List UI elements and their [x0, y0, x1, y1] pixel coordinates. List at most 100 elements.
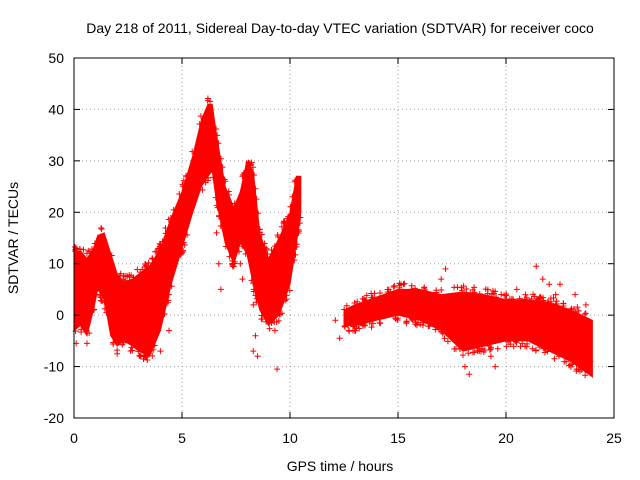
data-point-outlier: [533, 263, 540, 270]
data-point-marker: [184, 231, 191, 238]
data-point-marker: [252, 292, 259, 299]
data-point-marker: [248, 277, 255, 284]
data-point-marker: [215, 140, 222, 147]
data-point-marker: [78, 326, 85, 333]
data-point-marker: [207, 98, 214, 105]
data-point-marker: [296, 220, 303, 227]
data-point-marker: [560, 300, 567, 307]
data-point-marker: [354, 298, 361, 305]
data-point-marker: [341, 306, 348, 313]
data-point-marker: [168, 283, 175, 290]
data-point-marker: [144, 356, 151, 363]
data-point-marker: [274, 232, 281, 239]
data-point-outlier: [254, 353, 261, 360]
data-point-marker: [371, 290, 378, 297]
data-point-outlier: [552, 291, 559, 298]
data-point-marker: [222, 178, 229, 185]
data-point-marker: [582, 310, 589, 317]
data-point-marker: [129, 347, 136, 354]
data-point-outlier: [546, 281, 553, 288]
axis-ticks: 0 5 10 15 20 25 -20 -10 0 10 20 30 40 50: [44, 50, 622, 446]
data-point-outlier: [522, 291, 529, 298]
data-points: [71, 95, 594, 379]
data-point-marker: [216, 212, 223, 219]
data-point-marker: [409, 317, 416, 324]
data-point-marker: [263, 245, 270, 252]
plot-frame: [73, 57, 615, 419]
x-tick-label: 0: [70, 430, 78, 446]
data-point-marker: [576, 368, 583, 375]
data-point-marker: [97, 294, 104, 301]
data-point-marker: [180, 177, 187, 184]
data-point-marker: [419, 322, 426, 329]
data-point-marker: [130, 274, 137, 281]
data-point-marker: [524, 340, 531, 347]
data-point-marker: [369, 320, 376, 327]
data-point-marker: [284, 215, 291, 222]
y-tick-label: 0: [56, 307, 64, 323]
data-point-marker: [283, 296, 290, 303]
data-point-marker: [456, 346, 463, 353]
data-point-marker: [574, 304, 581, 311]
data-point-marker: [150, 346, 157, 353]
data-point-marker: [250, 164, 257, 171]
data-point-marker: [219, 164, 226, 171]
data-point-marker: [563, 358, 570, 365]
data-point-marker: [533, 347, 540, 354]
data-point-outlier: [492, 363, 499, 370]
data-point-outlier: [142, 353, 149, 360]
data-point-marker: [361, 296, 368, 303]
data-point-marker: [541, 349, 548, 356]
data-point-marker: [363, 292, 370, 299]
data-point-marker: [492, 288, 499, 295]
data-point-marker: [196, 120, 203, 127]
data-point-marker: [531, 293, 538, 300]
data-point-marker: [197, 113, 204, 120]
data-point-marker: [476, 290, 483, 297]
data-point-marker: [281, 219, 288, 226]
data-point-marker: [412, 285, 419, 292]
data-point-marker: [581, 311, 588, 318]
data-point-outlier: [539, 276, 546, 283]
data-point-marker: [293, 243, 300, 250]
data-point-marker: [361, 321, 368, 328]
data-point-marker: [98, 226, 105, 233]
data-point-outlier: [487, 353, 494, 360]
data-point-marker: [235, 248, 242, 255]
data-point-marker: [291, 178, 298, 185]
data-point-marker: [98, 224, 105, 231]
y-tick-label: 40: [48, 101, 64, 117]
data-point-marker: [454, 284, 461, 291]
data-point-marker: [502, 296, 509, 303]
data-point-marker: [242, 250, 249, 257]
data-point-marker: [459, 287, 466, 294]
data-point-marker: [516, 295, 523, 302]
data-point-marker: [263, 318, 270, 325]
data-point-outlier: [83, 340, 90, 347]
data-point-outlier: [217, 286, 224, 293]
data-point-marker: [145, 259, 152, 266]
data-point-marker: [435, 326, 442, 333]
data-point-marker: [239, 173, 246, 180]
y-tick-label: -10: [44, 359, 64, 375]
data-point-marker: [280, 220, 287, 227]
data-point-marker: [544, 348, 551, 355]
data-point-marker: [582, 372, 589, 379]
y-tick-label: 10: [48, 256, 64, 272]
data-point-marker: [460, 283, 467, 290]
data-point-marker: [180, 247, 187, 254]
data-point-marker: [465, 350, 472, 357]
data-point-outlier: [213, 229, 220, 236]
data-point-marker: [117, 270, 124, 277]
data-point-marker: [135, 348, 142, 355]
data-point-marker: [110, 339, 117, 346]
data-point-marker: [351, 300, 358, 307]
data-point-marker: [180, 239, 187, 246]
data-point-marker: [510, 343, 517, 350]
data-point-marker: [251, 171, 258, 178]
data-point-marker: [177, 251, 184, 258]
data-point-outlier: [582, 301, 589, 308]
data-point-marker: [155, 245, 162, 252]
data-point-marker: [120, 339, 127, 346]
